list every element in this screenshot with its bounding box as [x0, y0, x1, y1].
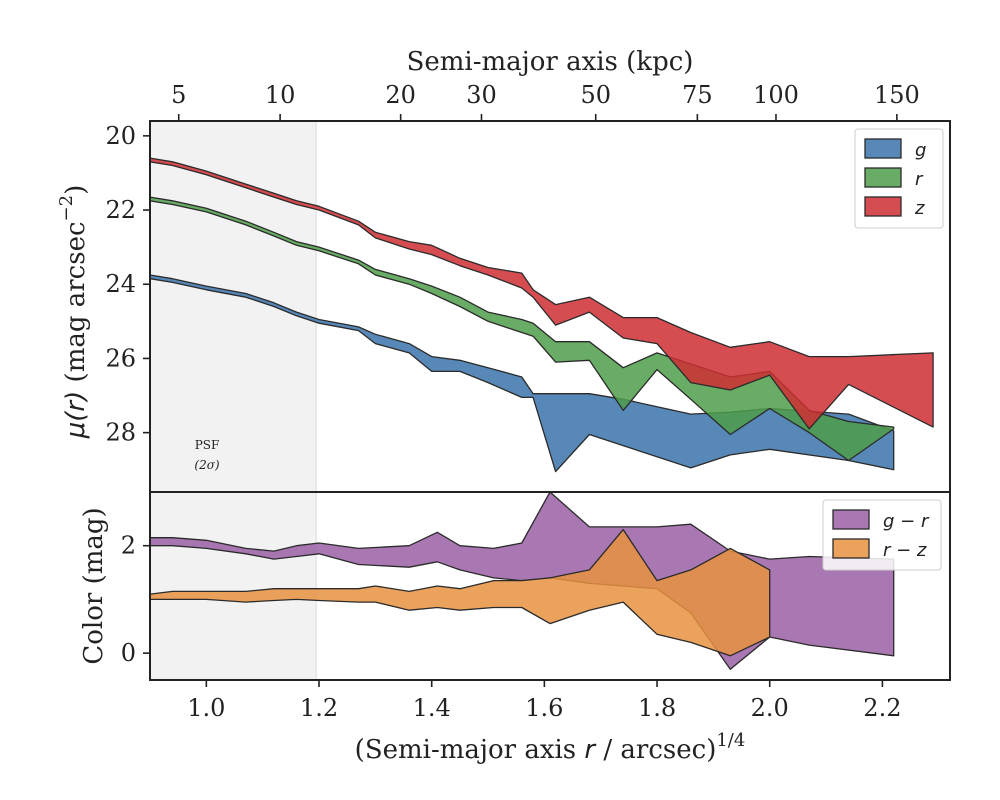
legend-swatch [864, 167, 902, 188]
bottom-panel-frame [149, 491, 951, 681]
legend-label: g [915, 140, 926, 161]
legend-label: r − z [883, 540, 927, 561]
top-tick-label: 150 [874, 81, 920, 109]
psf-sublabel: (2σ) [194, 458, 220, 472]
legend-label: r [915, 169, 924, 190]
y-axis-title-bottom: Color (mag) [79, 507, 109, 664]
y-tick-label-top: 20 [105, 122, 136, 150]
legend-label: g − r [883, 511, 930, 532]
top-tick-label: 30 [466, 81, 497, 109]
y-tick-label-top: 28 [105, 419, 136, 447]
top-tick-label: 100 [753, 81, 799, 109]
x-axis-title: (Semi-major axis r / arcsec)1/4 [355, 730, 746, 765]
psf-label: PSF [195, 438, 220, 452]
legend-swatch [832, 509, 870, 530]
x-tick-label: 2.2 [863, 694, 901, 722]
series-band-r [150, 196, 895, 462]
y-tick-label-bottom: 2 [121, 532, 136, 560]
y-tick-label-bottom: 0 [121, 639, 136, 667]
x-tick-label: 1.4 [413, 694, 451, 722]
legend-swatch [832, 538, 870, 559]
legend-top: grz [854, 128, 944, 229]
y-tick-label-top: 22 [105, 196, 136, 224]
top-panel-series [150, 157, 934, 473]
y-tick-label-top: 24 [105, 270, 136, 298]
psf-region-top [150, 121, 317, 492]
x-tick-label: 2.0 [751, 694, 789, 722]
x-tick-label: 1.0 [187, 694, 225, 722]
x-tick-label: 1.8 [638, 694, 676, 722]
x-tick-label: 1.2 [300, 694, 338, 722]
y-tick-label-top: 26 [105, 344, 136, 372]
series-band-rz [150, 528, 771, 657]
legend-bottom: g − r r − z [822, 499, 942, 571]
series-band-z [150, 157, 934, 430]
top-tick-label: 10 [265, 81, 296, 109]
x-tick-label: 1.6 [525, 694, 563, 722]
axis-ticks: 1.0 1.2 1.4 1.6 1.8 2.0 2.2 20 22 24 26 28 0 2 5 10 20 30… [105, 81, 919, 722]
legend-label: z [914, 198, 925, 219]
top-tick-label: 50 [580, 81, 611, 109]
top-axis-title: Semi-major axis (kpc) [407, 47, 694, 77]
top-tick-label: 75 [682, 81, 713, 109]
series-band-g [150, 274, 895, 473]
top-tick-label: 5 [171, 81, 186, 109]
y-axis-title-top: μ(r) (mag arcsec−2) [56, 185, 91, 440]
legend-swatch [864, 196, 902, 217]
legend-swatch [864, 138, 902, 159]
bottom-panel-series [150, 492, 895, 670]
top-tick-label: 20 [385, 81, 416, 109]
psf-region-bottom [150, 492, 317, 680]
